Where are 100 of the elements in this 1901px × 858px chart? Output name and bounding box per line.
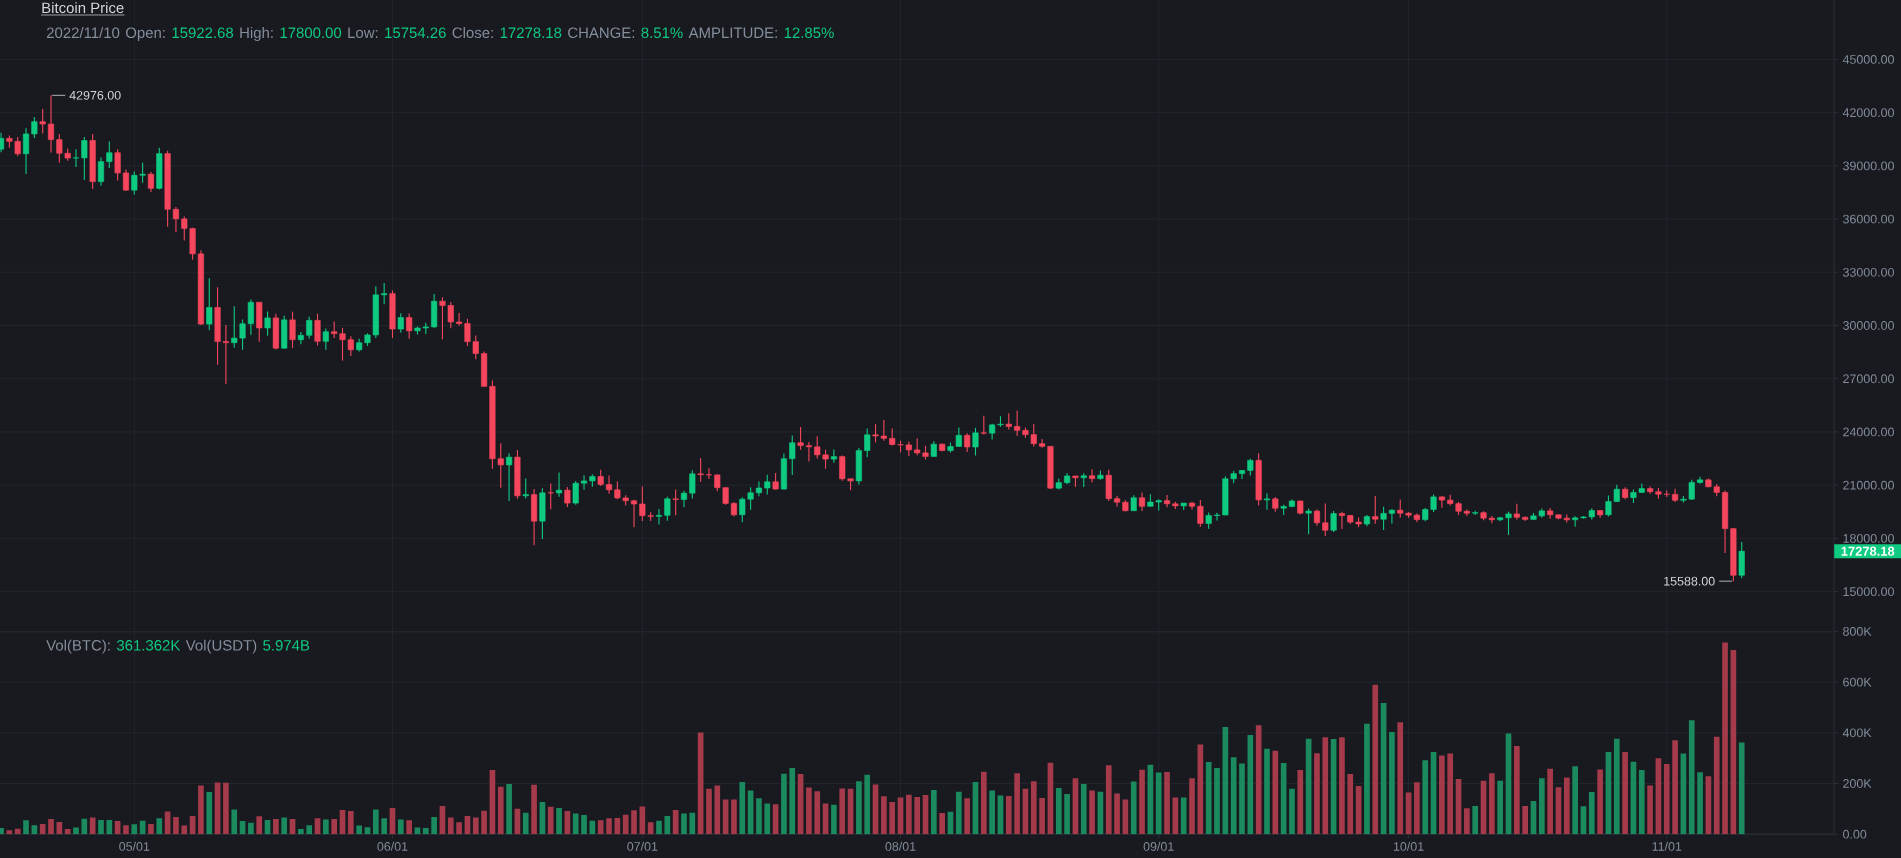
bar	[1297, 770, 1304, 835]
candlestick	[406, 312, 413, 340]
annotation: Vol(BTC):	[46, 639, 110, 654]
bar	[364, 827, 371, 835]
bar	[1055, 788, 1062, 835]
bar	[64, 828, 71, 835]
candlestick	[39, 108, 46, 135]
candlestick	[206, 277, 213, 331]
bar	[1139, 769, 1145, 835]
bar	[964, 798, 970, 835]
bar	[572, 813, 579, 835]
bar	[1014, 773, 1020, 835]
y-tick-label: 45000.00	[1842, 55, 1894, 64]
candlestick	[1647, 485, 1654, 495]
bar	[789, 768, 796, 835]
bar	[1439, 755, 1445, 835]
bar	[1563, 777, 1570, 835]
bar	[248, 822, 254, 835]
bar	[1397, 722, 1404, 835]
bar	[1663, 763, 1670, 835]
x-tick-label: 07/01	[627, 841, 658, 851]
candlestick	[1163, 494, 1171, 508]
bar	[739, 781, 746, 835]
candlestick	[322, 327, 329, 351]
candlestick	[755, 481, 762, 497]
candlestick	[605, 475, 613, 495]
y-tick-label: 600K	[1843, 677, 1872, 687]
bar	[764, 803, 771, 835]
candlestick	[805, 441, 812, 462]
text: 2022/11/10	[46, 27, 120, 39]
candlestick	[72, 148, 80, 168]
bar	[1638, 770, 1645, 835]
bar	[447, 817, 454, 835]
y-tick-label: 800K	[1843, 627, 1872, 636]
bar	[1347, 774, 1354, 835]
bar	[1738, 742, 1745, 835]
bar	[406, 820, 412, 835]
bar	[806, 787, 812, 835]
bar	[914, 796, 921, 835]
candlestick	[172, 206, 179, 233]
bar	[1472, 806, 1479, 835]
y-tick-label: 27000.00	[1843, 374, 1894, 384]
bar	[1497, 780, 1504, 835]
bar	[31, 825, 38, 835]
candlestick	[289, 311, 296, 349]
bar	[1464, 808, 1470, 835]
bar	[1005, 795, 1012, 835]
bar	[814, 791, 821, 835]
bar	[856, 781, 862, 835]
annotation: 17800.00	[280, 27, 342, 39]
annotation: Close:	[452, 27, 493, 39]
bar	[1713, 736, 1720, 835]
bar	[1588, 792, 1595, 835]
candlestick	[1380, 506, 1387, 531]
y-tick-label: 30000.00	[1843, 321, 1894, 330]
bar	[348, 810, 354, 835]
bar	[431, 816, 437, 835]
bar	[14, 828, 21, 835]
candlestick	[306, 316, 313, 340]
candlestick	[1105, 469, 1112, 502]
bar	[889, 802, 896, 835]
bar	[547, 806, 554, 835]
bar	[273, 818, 279, 835]
candlestick	[114, 148, 121, 181]
bar	[1089, 790, 1095, 835]
annotation: 361.362K	[116, 640, 181, 651]
x-tick-label: 06/01	[377, 841, 408, 851]
bar	[497, 786, 504, 835]
x-tick-label: 05/01	[119, 841, 150, 851]
candlestick	[1372, 495, 1379, 525]
bar	[831, 804, 837, 835]
bar	[397, 819, 404, 835]
bar	[1114, 793, 1120, 835]
bar	[123, 825, 129, 835]
text: 17278.18	[1841, 546, 1895, 556]
bar	[522, 812, 529, 835]
y-tick-label: 15000.00	[1843, 587, 1894, 597]
bar	[931, 790, 937, 835]
x-tick-label: 10/01	[1393, 841, 1424, 851]
candlestick	[697, 457, 704, 483]
candlestick	[1330, 510, 1337, 533]
bar	[298, 828, 304, 835]
bar	[681, 813, 687, 835]
bar	[1364, 723, 1370, 835]
annotation: 15922.68	[172, 27, 234, 39]
bar	[506, 784, 512, 835]
bar	[980, 771, 987, 835]
bar	[1180, 797, 1187, 835]
bar	[1030, 781, 1037, 835]
bar	[39, 824, 46, 835]
candlestick	[1263, 492, 1271, 511]
bar	[206, 792, 213, 835]
candlestick	[264, 310, 271, 337]
bar	[1547, 768, 1553, 835]
candlestick	[864, 427, 871, 458]
bar	[1489, 773, 1495, 835]
bar	[597, 820, 604, 835]
bar	[173, 816, 179, 835]
annotation: 8.51%	[641, 27, 683, 39]
bar	[373, 809, 379, 835]
